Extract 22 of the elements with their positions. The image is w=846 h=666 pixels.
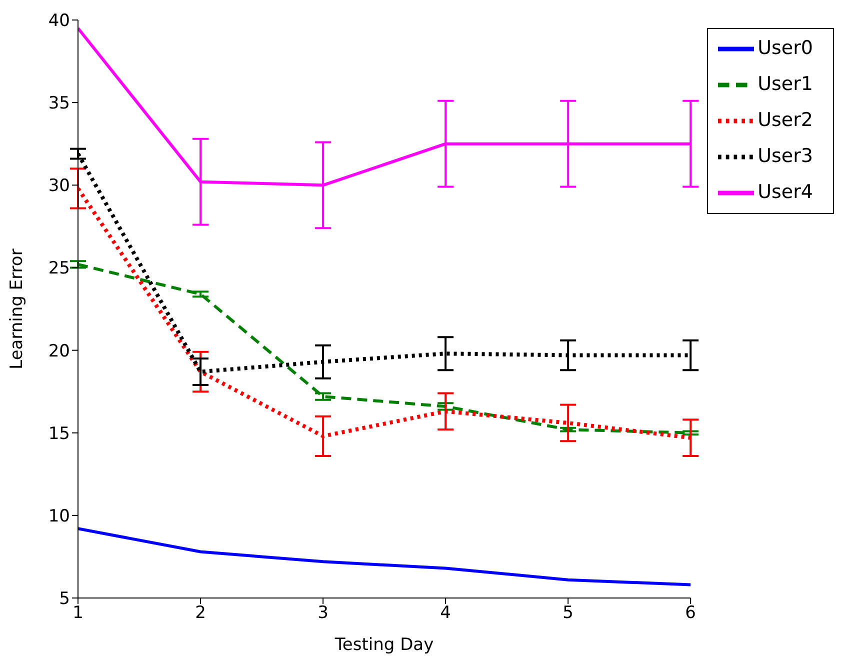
legend-label: User2: [758, 109, 813, 132]
legend-label: User1: [758, 73, 813, 96]
legend-label: User0: [758, 37, 813, 60]
line-series: [78, 527, 691, 586]
y-tick-label: 5: [59, 589, 70, 610]
y-tick-label: 10: [48, 506, 70, 526]
y-tick-label: 35: [48, 94, 70, 114]
x-axis-title: Testing Day: [334, 635, 434, 655]
x-tick-label: 5: [562, 603, 574, 624]
y-tick-label: 15: [48, 424, 70, 444]
legend-label: User4: [758, 181, 813, 204]
y-tick-label: 30: [48, 176, 70, 196]
x-tick-label: 1: [72, 603, 84, 624]
y-tick-label: 40: [48, 11, 70, 32]
x-tick-label: 3: [318, 603, 328, 624]
x-tick-label: 2: [195, 603, 206, 624]
y-axis-title: Learning Error: [7, 248, 28, 370]
legend-label: User3: [758, 145, 813, 168]
x-tick-label: 6: [685, 603, 696, 624]
y-tick-label: 20: [48, 341, 70, 362]
y-tick-label: 25: [48, 258, 70, 279]
x-tick-label: 4: [440, 603, 451, 624]
